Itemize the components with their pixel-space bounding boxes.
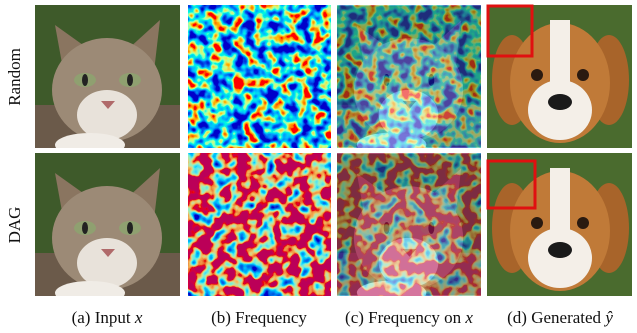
caption-label: (b) Frequency <box>211 308 307 327</box>
input-image <box>35 5 180 157</box>
row-label: Random <box>5 48 24 106</box>
figure: Random DAG (a) Input x (b) Frequency (c)… <box>0 0 637 333</box>
frequency-overlay <box>337 5 481 148</box>
row-label: DAG <box>5 207 24 244</box>
caption-label: (c) Frequency on <box>345 308 462 327</box>
caption: (b) Frequency <box>211 308 307 327</box>
generated-image <box>487 153 632 296</box>
caption-symbol: x <box>134 308 143 327</box>
generated-image <box>487 5 632 148</box>
frequency-overlay <box>337 153 481 296</box>
caption: (a) Input x <box>72 308 143 327</box>
input-image <box>35 153 180 305</box>
frequency-map <box>188 5 331 148</box>
caption-label: (d) Generated <box>507 308 601 327</box>
caption-symbol: ŷ <box>603 308 613 327</box>
frequency-map <box>188 153 331 296</box>
image-grid <box>35 5 632 305</box>
caption-label: (a) Input <box>72 308 131 327</box>
caption: (d) Generated ŷ <box>507 308 613 327</box>
caption: (c) Frequency on x <box>345 308 473 327</box>
caption-symbol: x <box>464 308 473 327</box>
